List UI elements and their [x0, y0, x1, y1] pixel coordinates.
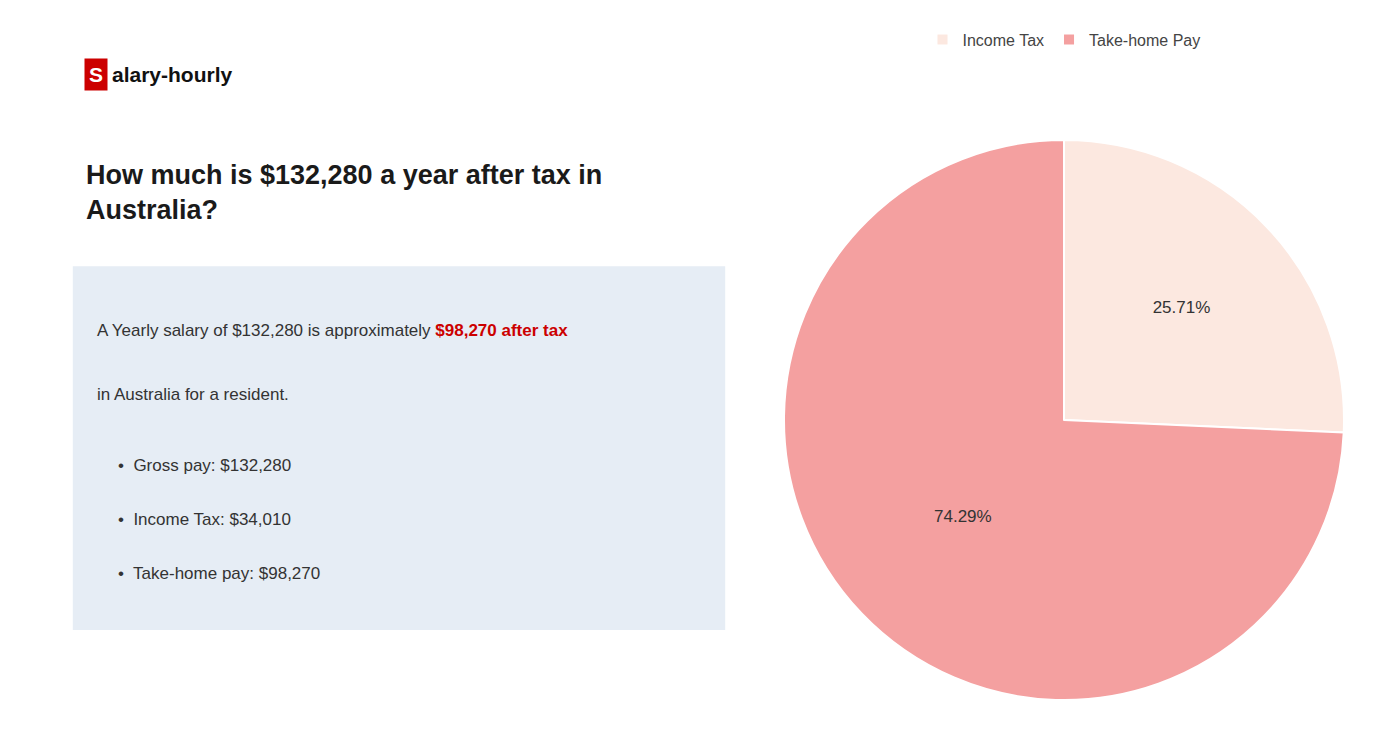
svg-text:• Take-home pay: $98,270: • Take-home pay: $98,270: [118, 564, 320, 583]
svg-text:Income Tax: Income Tax: [963, 32, 1045, 49]
svg-text:alary-hourly: alary-hourly: [112, 63, 233, 86]
svg-text:• Income Tax: $34,010: • Income Tax: $34,010: [118, 510, 291, 529]
svg-text:Take-home Pay: Take-home Pay: [1089, 32, 1200, 49]
svg-text:25.71%: 25.71%: [1153, 298, 1211, 317]
svg-text:74.29%: 74.29%: [934, 507, 992, 526]
svg-text:A Yearly salary of $132,280 is: A Yearly salary of $132,280 is approxima…: [97, 321, 568, 340]
svg-text:in Australia for a resident.: in Australia for a resident.: [97, 385, 289, 404]
svg-text:• Gross pay: $132,280: • Gross pay: $132,280: [118, 456, 291, 475]
svg-text:S: S: [89, 63, 103, 86]
svg-text:How much is $132,280 a year af: How much is $132,280 a year after tax in…: [86, 160, 602, 225]
